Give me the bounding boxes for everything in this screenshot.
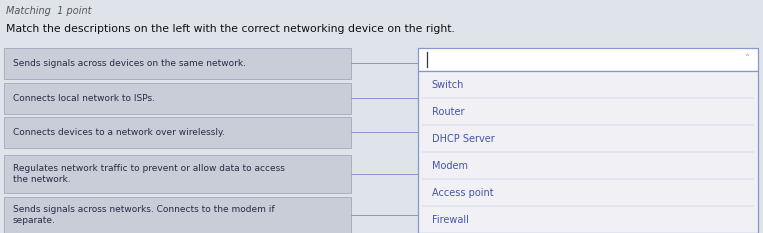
FancyBboxPatch shape — [4, 116, 351, 148]
Text: Connects local network to ISPs.: Connects local network to ISPs. — [13, 94, 155, 103]
Text: Switch: Switch — [432, 79, 464, 89]
FancyBboxPatch shape — [4, 83, 351, 114]
Text: Firewall: Firewall — [432, 215, 468, 225]
Text: Matching  1 point: Matching 1 point — [6, 6, 92, 16]
Text: Connects devices to a network over wirelessly.: Connects devices to a network over wirel… — [13, 128, 225, 137]
Text: ˄: ˄ — [744, 55, 749, 64]
FancyBboxPatch shape — [418, 71, 758, 233]
FancyBboxPatch shape — [4, 197, 351, 233]
Text: DHCP Server: DHCP Server — [432, 134, 494, 144]
FancyBboxPatch shape — [4, 48, 351, 79]
Text: Regulates network traffic to prevent or allow data to access
the network.: Regulates network traffic to prevent or … — [13, 164, 285, 184]
Text: Sends signals across devices on the same network.: Sends signals across devices on the same… — [13, 59, 246, 68]
FancyBboxPatch shape — [4, 155, 351, 193]
Text: Sends signals across networks. Connects to the modem if
separate.: Sends signals across networks. Connects … — [13, 205, 275, 225]
Text: Access point: Access point — [432, 188, 494, 198]
Text: Match the descriptions on the left with the correct networking device on the rig: Match the descriptions on the left with … — [6, 24, 455, 34]
Text: Router: Router — [432, 106, 465, 116]
FancyBboxPatch shape — [418, 48, 758, 71]
Text: Modem: Modem — [432, 161, 468, 171]
